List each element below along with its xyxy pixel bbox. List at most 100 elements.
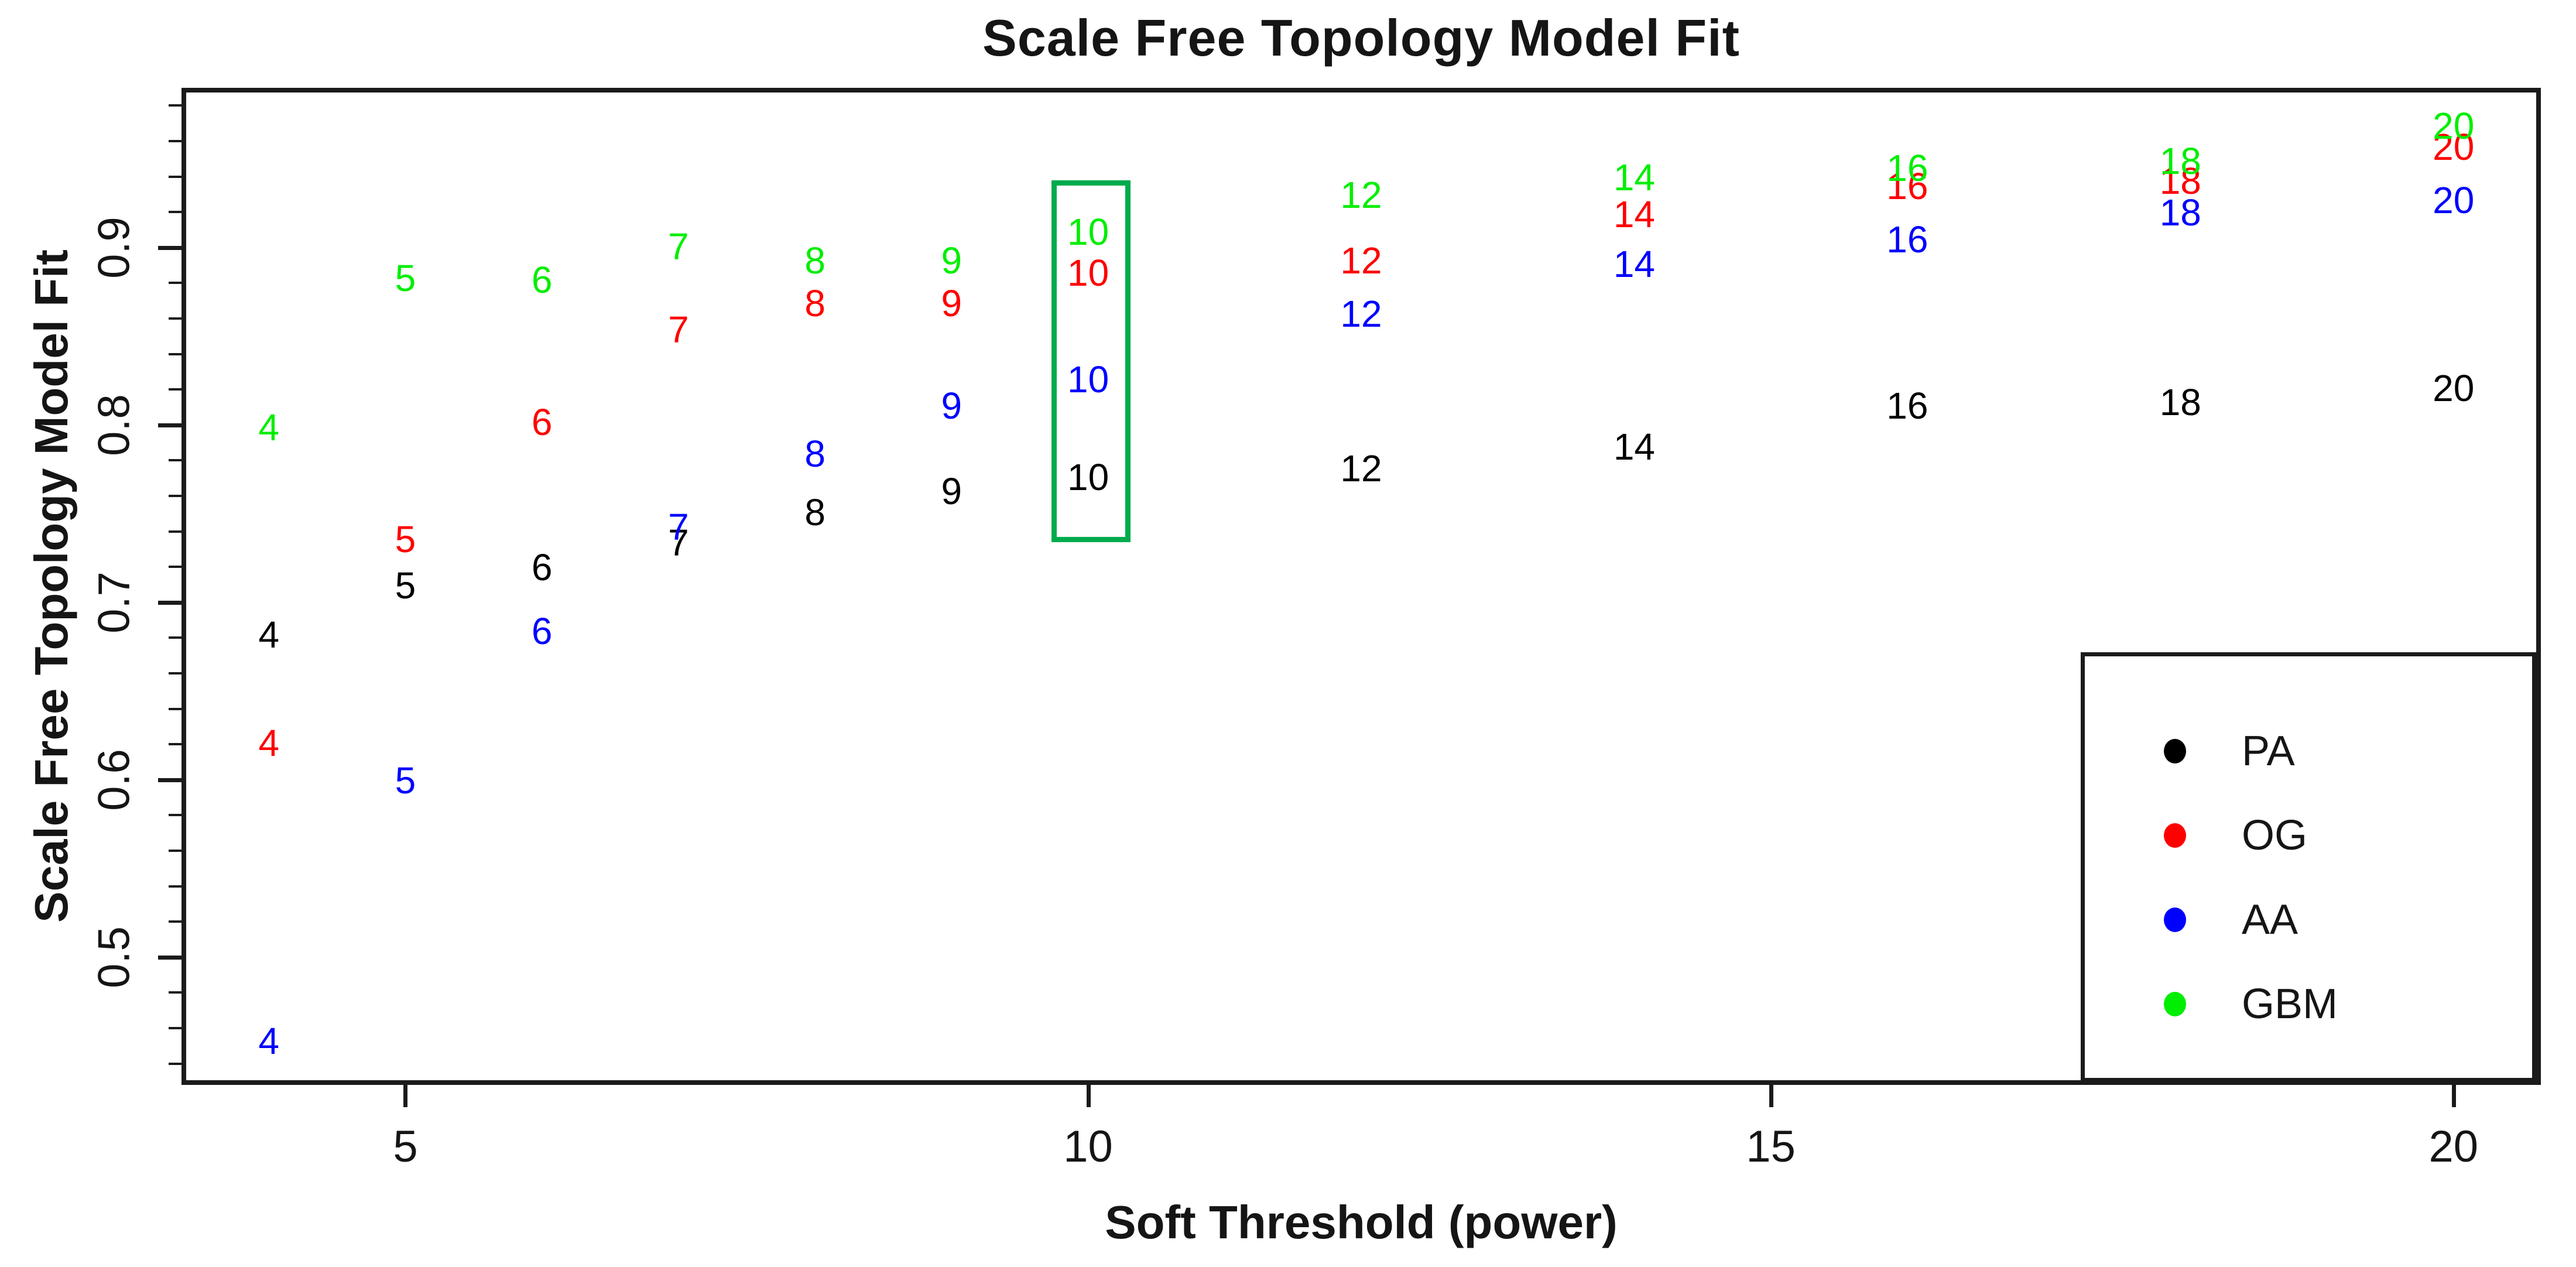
data-point-label-gbm: 4: [258, 406, 280, 448]
y-axis-minor-tick: [169, 139, 181, 142]
data-point-label-aa: 7: [668, 505, 689, 548]
y-axis-minor-tick: [169, 850, 181, 852]
data-point-label-aa: 18: [2159, 191, 2201, 234]
data-point-label-aa: 14: [1613, 243, 1656, 286]
data-point-label-og: 4: [258, 722, 280, 765]
data-point-label-gbm: 14: [1613, 156, 1656, 198]
legend-item-label: OG: [2242, 812, 2308, 859]
y-axis-minor-tick: [169, 920, 181, 923]
data-point-label-aa: 8: [804, 433, 825, 475]
x-axis-tick: [2451, 1085, 2456, 1107]
y-axis-minor-tick: [169, 566, 181, 569]
data-point-label-og: 20: [2433, 126, 2475, 169]
selected-power-highlight-box: [1051, 180, 1131, 542]
y-axis-minor-tick: [169, 707, 181, 710]
y-axis-minor-tick: [169, 814, 181, 817]
data-point-label-og: 7: [668, 309, 689, 351]
legend-item-gbm: GBM: [2085, 981, 2530, 1028]
x-axis-tick-label: 15: [1746, 1122, 1796, 1172]
legend-marker-icon: [2164, 908, 2186, 932]
data-point-label-og: 9: [941, 282, 962, 324]
y-axis-minor-tick: [169, 317, 181, 320]
data-point-label-pa: 8: [804, 491, 825, 534]
legend-item-label: AA: [2242, 896, 2298, 943]
data-point-label-pa: 9: [941, 470, 962, 512]
legend-marker-icon: [2164, 823, 2186, 848]
legend-item-aa: AA: [2085, 896, 2530, 943]
data-point-label-og: 8: [804, 282, 825, 324]
y-axis-tick: [158, 245, 181, 250]
y-axis-minor-tick: [169, 530, 181, 533]
legend-marker-icon: [2164, 739, 2186, 763]
x-axis-tick-label: 10: [1063, 1122, 1113, 1172]
data-point-label-og: 10: [1067, 252, 1109, 295]
y-axis-minor-tick: [169, 388, 181, 391]
data-point-label-og: 16: [1886, 165, 1928, 207]
legend-item-label: GBM: [2242, 981, 2338, 1028]
data-point-label-og: 12: [1340, 239, 1382, 282]
data-point-label-gbm: 10: [1067, 211, 1109, 254]
data-point-label-gbm: 16: [1886, 147, 1928, 190]
x-axis-title: Soft Threshold (power): [1105, 1196, 1618, 1248]
data-point-label-aa: 20: [2433, 179, 2475, 222]
data-point-label-og: 14: [1613, 193, 1656, 236]
x-axis-tick: [1086, 1085, 1091, 1107]
legend-item-label: PA: [2242, 728, 2295, 775]
y-axis-tick-label: 0.6: [89, 748, 139, 811]
data-point-label-pa: 16: [1886, 385, 1928, 427]
y-axis-minor-tick: [169, 991, 181, 994]
y-axis-minor-tick: [169, 1027, 181, 1030]
y-axis-minor-tick: [169, 282, 181, 285]
y-axis-tick-label: 0.9: [89, 216, 139, 279]
y-axis-minor-tick: [169, 175, 181, 178]
data-point-label-pa: 12: [1340, 447, 1382, 489]
x-axis-tick-label: 5: [393, 1122, 418, 1172]
y-axis-minor-tick: [169, 459, 181, 462]
data-point-label-aa: 9: [941, 385, 962, 427]
data-point-label-aa: 6: [531, 610, 553, 653]
y-axis-minor-tick: [169, 885, 181, 888]
data-point-label-pa: 10: [1067, 456, 1109, 498]
data-point-label-pa: 4: [258, 614, 280, 656]
y-axis-tick-label: 0.5: [89, 926, 139, 988]
data-point-label-gbm: 5: [395, 257, 416, 300]
y-axis-minor-tick: [169, 672, 181, 674]
data-point-label-pa: 7: [668, 521, 689, 564]
data-point-label-gbm: 20: [2433, 104, 2475, 147]
y-axis-minor-tick: [169, 104, 181, 107]
data-point-label-gbm: 8: [804, 239, 825, 282]
data-point-label-pa: 14: [1613, 426, 1656, 468]
legend-marker-icon: [2164, 992, 2186, 1016]
y-axis-minor-tick: [169, 743, 181, 746]
data-point-label-gbm: 6: [531, 259, 553, 302]
x-axis-tick: [403, 1085, 408, 1107]
y-axis-minor-tick: [169, 352, 181, 355]
legend-item-og: OG: [2085, 812, 2530, 859]
legend-item-pa: PA: [2085, 728, 2530, 775]
legend: PA OG AA GBM: [2081, 652, 2536, 1082]
y-axis-minor-tick: [169, 636, 181, 639]
data-point-label-gbm: 18: [2159, 140, 2201, 183]
y-axis-minor-tick: [169, 1062, 181, 1065]
data-point-label-pa: 18: [2159, 381, 2201, 424]
y-axis-minor-tick: [169, 494, 181, 497]
chart-title: Scale Free Topology Model Fit: [982, 9, 1740, 67]
data-point-label-aa: 5: [395, 759, 416, 802]
y-axis-tick-label: 0.8: [89, 393, 139, 456]
data-point-label-aa: 12: [1340, 292, 1382, 335]
x-axis-tick-label: 20: [2428, 1122, 2479, 1172]
data-point-label-pa: 6: [531, 546, 553, 589]
data-point-label-og: 18: [2159, 159, 2201, 202]
y-axis-title: Scale Free Topology Model Fit: [25, 249, 77, 923]
y-axis-tick-label: 0.7: [89, 571, 139, 634]
y-axis-tick: [158, 955, 181, 960]
data-point-label-gbm: 9: [941, 239, 962, 282]
data-point-label-aa: 10: [1067, 358, 1109, 401]
data-point-label-gbm: 7: [668, 225, 689, 268]
data-point-label-gbm: 12: [1340, 173, 1382, 216]
data-point-label-pa: 20: [2433, 367, 2475, 410]
y-axis-minor-tick: [169, 211, 181, 214]
data-point-label-og: 5: [395, 518, 416, 560]
x-axis-tick: [1769, 1085, 1773, 1107]
